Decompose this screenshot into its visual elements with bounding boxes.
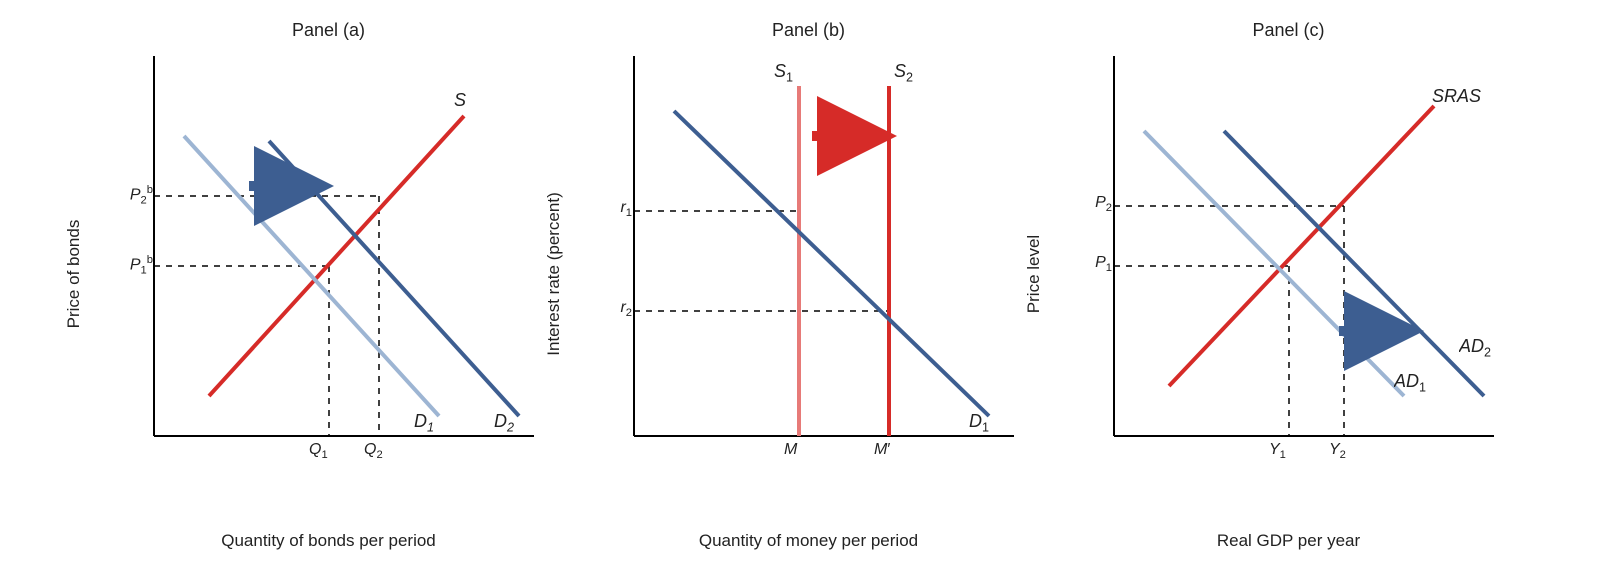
panel-b-chart: Interest rate (percent) [599, 56, 1019, 491]
panel-a: Panel (a) Price of bonds [119, 20, 539, 551]
panel-c-ylabel: Price level [1024, 234, 1044, 312]
panel-a-xlabel: Quantity of bonds per period [221, 531, 436, 551]
panel-c-svg: SRAS AD1 AD2 P2 P1 Y1 Y2 [1079, 56, 1499, 486]
panel-c: Panel (c) Price level [1079, 20, 1499, 551]
panel-b-svg: S1 S2 D1 r1 r2 M M′ [599, 56, 1019, 486]
panel-c-chart: Price level [1079, 56, 1499, 491]
panel-b-title: Panel (b) [772, 20, 845, 41]
svg-text:S: S [454, 90, 466, 110]
panel-b-xlabel: Quantity of money per period [699, 531, 918, 551]
panel-a-title: Panel (a) [292, 20, 365, 41]
panel-c-xlabel: Real GDP per year [1217, 531, 1360, 551]
panel-b-ylabel: Interest rate (percent) [544, 192, 564, 355]
panel-b: Panel (b) Interest rate (percent) [599, 20, 1019, 551]
panel-a-chart: Price of bonds [119, 56, 539, 491]
panel-a-svg: S D1 D2 P2b P1b Q1 Q2 [119, 56, 539, 486]
panel-c-title: Panel (c) [1252, 20, 1324, 41]
panel-a-ylabel: Price of bonds [64, 219, 84, 328]
